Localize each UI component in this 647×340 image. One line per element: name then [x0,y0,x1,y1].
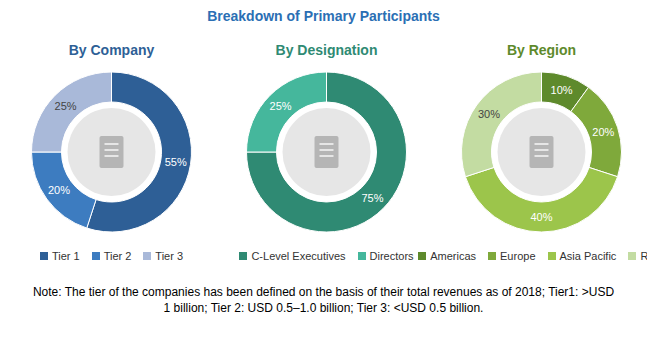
html-text:Tier 3: Tier 3 [155,250,184,262]
html-text:Tier 2: Tier 2 [103,250,132,262]
html-text:By Designation: By Designation [275,42,378,58]
svg-text:20%: 20% [48,184,70,196]
svg-text:20%: 20% [592,126,614,138]
html-text:Breakdown of Primary Participa: Breakdown of Primary Participants [207,8,440,24]
html-text:Asia Pacific: Asia Pacific [559,250,617,262]
svg-text:40%: 40% [530,211,552,223]
svg-text:25%: 25% [55,100,77,112]
html-text:By Company: By Company [68,42,155,58]
svg-text:25%: 25% [270,100,292,112]
html-text:Directors: Directors [369,250,414,262]
html-text:C-Level Executives: C-Level Executives [251,250,346,262]
html-text:Note: The tier of the companie: Note: The tier of the companies has been… [32,285,615,315]
svg-text:55%: 55% [165,156,187,168]
svg-text:75%: 75% [361,192,383,204]
html-text:By Region: By Region [506,42,577,58]
html-text:Tier 1: Tier 1 [51,250,80,262]
html-text:Europe: Europe [500,250,536,262]
svg-text:30%: 30% [478,108,500,120]
svg-text:10%: 10% [551,84,573,96]
html-text:Americas: Americas [430,250,476,262]
